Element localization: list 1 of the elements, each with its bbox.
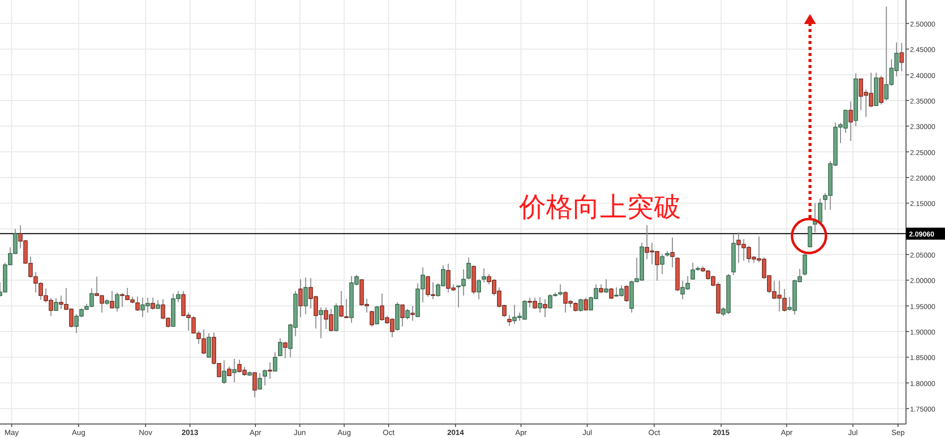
annotation: 价格向上突破 bbox=[518, 192, 681, 223]
